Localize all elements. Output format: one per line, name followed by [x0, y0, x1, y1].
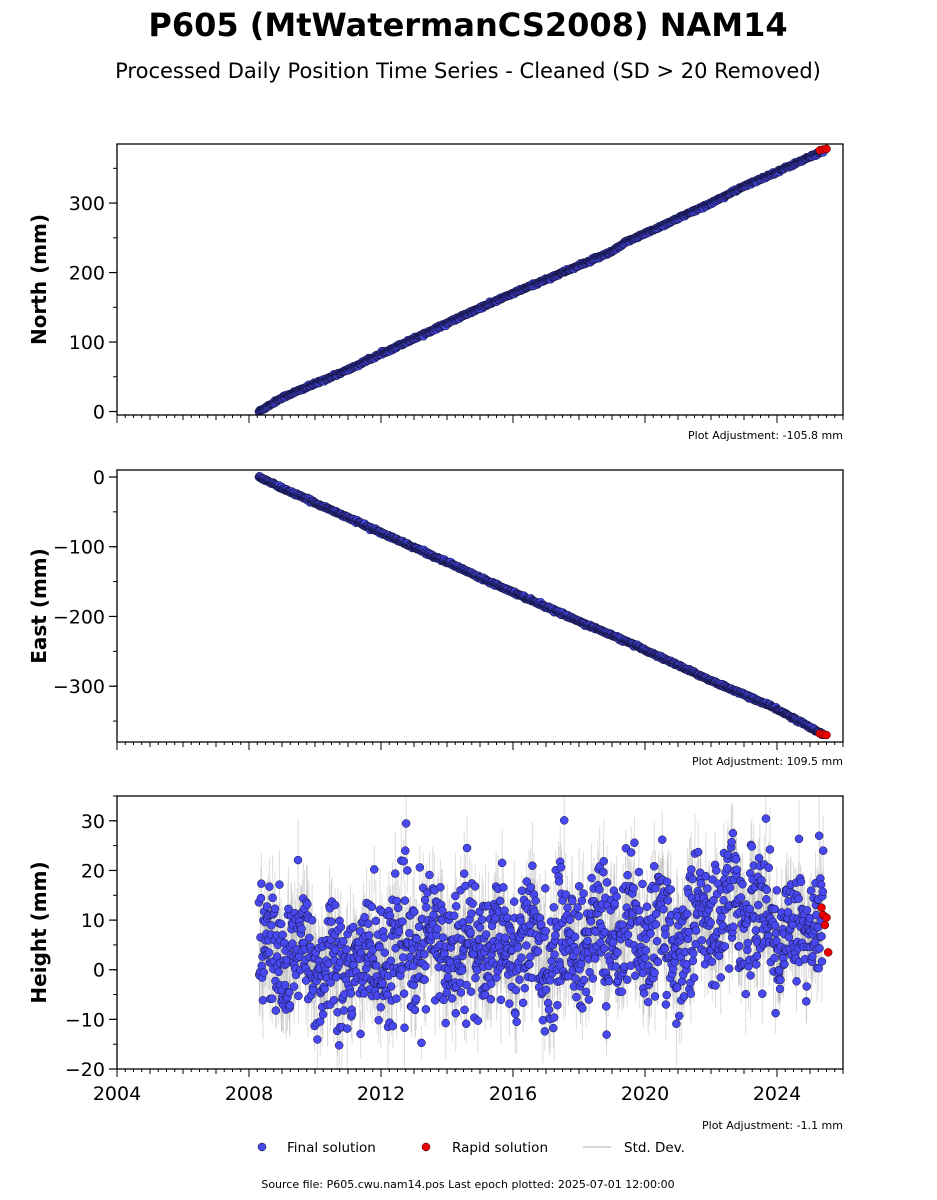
figure-subtitle: Processed Daily Position Time Series - C… — [115, 59, 821, 83]
north-y-axis-label: North (mm) — [27, 214, 51, 345]
north-y-tick-label: 0 — [93, 402, 105, 424]
east-rapid-point — [822, 730, 831, 740]
north-final-points — [254, 146, 828, 415]
east-final-points — [254, 472, 828, 740]
north-y-tick-label: 300 — [69, 193, 105, 215]
figure-title: P605 (MtWatermanCS2008) NAM14 — [148, 6, 787, 44]
north-y-tick-label: 100 — [69, 332, 105, 354]
east-plot-area — [254, 472, 831, 740]
east-rapid-points — [815, 729, 831, 740]
north-y-tick-label: 200 — [69, 263, 105, 285]
north-rapid-points — [815, 144, 831, 155]
north-panel: 0 100 200 300 North (mm) — [27, 143, 844, 424]
north-plot-area — [254, 144, 831, 415]
east-axes-frame — [116, 469, 844, 743]
north-axes-frame — [116, 143, 844, 416]
north-rapid-point — [822, 144, 831, 154]
